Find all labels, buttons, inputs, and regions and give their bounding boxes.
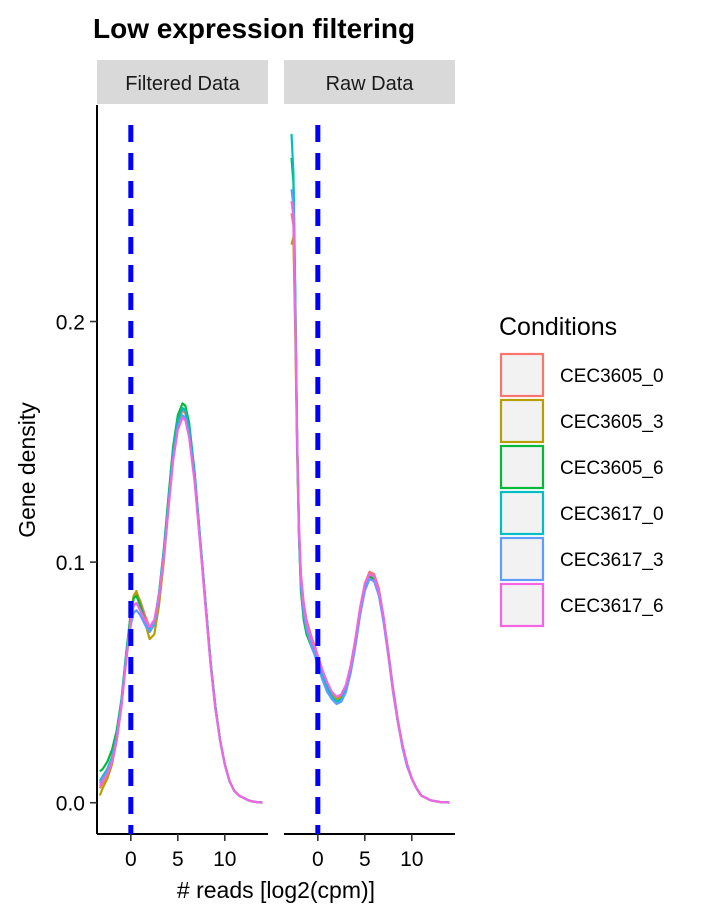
x-tick-label: 0 — [312, 848, 324, 871]
legend-key-cec3605-3 — [499, 398, 545, 444]
legend-label: CEC3605_6 — [560, 458, 664, 479]
density-line-cec3617-0 — [290, 133, 450, 804]
density-line-cec3605-0 — [98, 409, 263, 804]
legend-key-cec3617-0 — [499, 490, 545, 536]
density-line-cec3617-3 — [290, 189, 450, 804]
plot-area-raw: 0 5 10 — [284, 125, 455, 871]
legend-key-cec3605-0 — [499, 352, 545, 398]
panel-filtered: Filtered Data 0 5 10 — [97, 60, 268, 871]
density-line-cec3617-3 — [98, 414, 263, 804]
density-line-cec3605-3 — [98, 407, 263, 804]
density-line-cec3617-6 — [290, 201, 450, 804]
density-line-cec3605-3 — [290, 236, 450, 804]
panel-raw: Raw Data 0 5 10 — [284, 60, 455, 871]
density-line-cec3605-6 — [99, 402, 263, 804]
legend-key-cec3605-6 — [499, 444, 545, 490]
x-tick-label: 5 — [172, 848, 184, 871]
x-tick-label: 10 — [400, 848, 423, 871]
x-tick-label: 5 — [359, 848, 371, 871]
legend-label: CEC3605_0 — [560, 366, 664, 387]
legend-label: CEC3605_3 — [560, 412, 664, 433]
legend-key-cec3617-6 — [499, 582, 545, 628]
y-axis: 0.0 0.1 0.2 — [56, 105, 98, 834]
y-axis-title: Gene density — [14, 402, 40, 538]
legend: Conditions CEC3605_0 CEC3605_3 CEC3605_6 CE… — [499, 313, 664, 628]
x-axis-title: # reads [log2(cpm)] — [177, 877, 375, 903]
legend-label: CEC3617_6 — [560, 596, 664, 617]
legend-key-cec3617-3 — [499, 536, 545, 582]
strip-filtered — [97, 60, 268, 104]
x-tick-label: 10 — [213, 848, 236, 871]
strip-raw — [284, 60, 455, 104]
density-line-cec3617-6 — [98, 416, 263, 804]
density-line-cec3605-6 — [290, 157, 450, 804]
density-line-cec3605-0 — [290, 213, 450, 804]
strip-label-raw: Raw Data — [326, 73, 415, 95]
y-tick-label: 0.1 — [56, 552, 85, 575]
density-line-cec3617-0 — [98, 407, 263, 804]
y-tick-label: 0.2 — [56, 312, 85, 335]
x-tick-label: 0 — [125, 848, 137, 871]
plot-area-filtered: 0 5 10 — [97, 125, 268, 871]
legend-label: CEC3617_3 — [560, 550, 664, 571]
strip-label-filtered: Filtered Data — [125, 73, 240, 95]
y-tick-label: 0.0 — [56, 793, 85, 816]
legend-title: Conditions — [499, 313, 617, 341]
legend-label: CEC3617_0 — [560, 504, 664, 525]
chart-title: Low expression filtering — [93, 13, 415, 44]
